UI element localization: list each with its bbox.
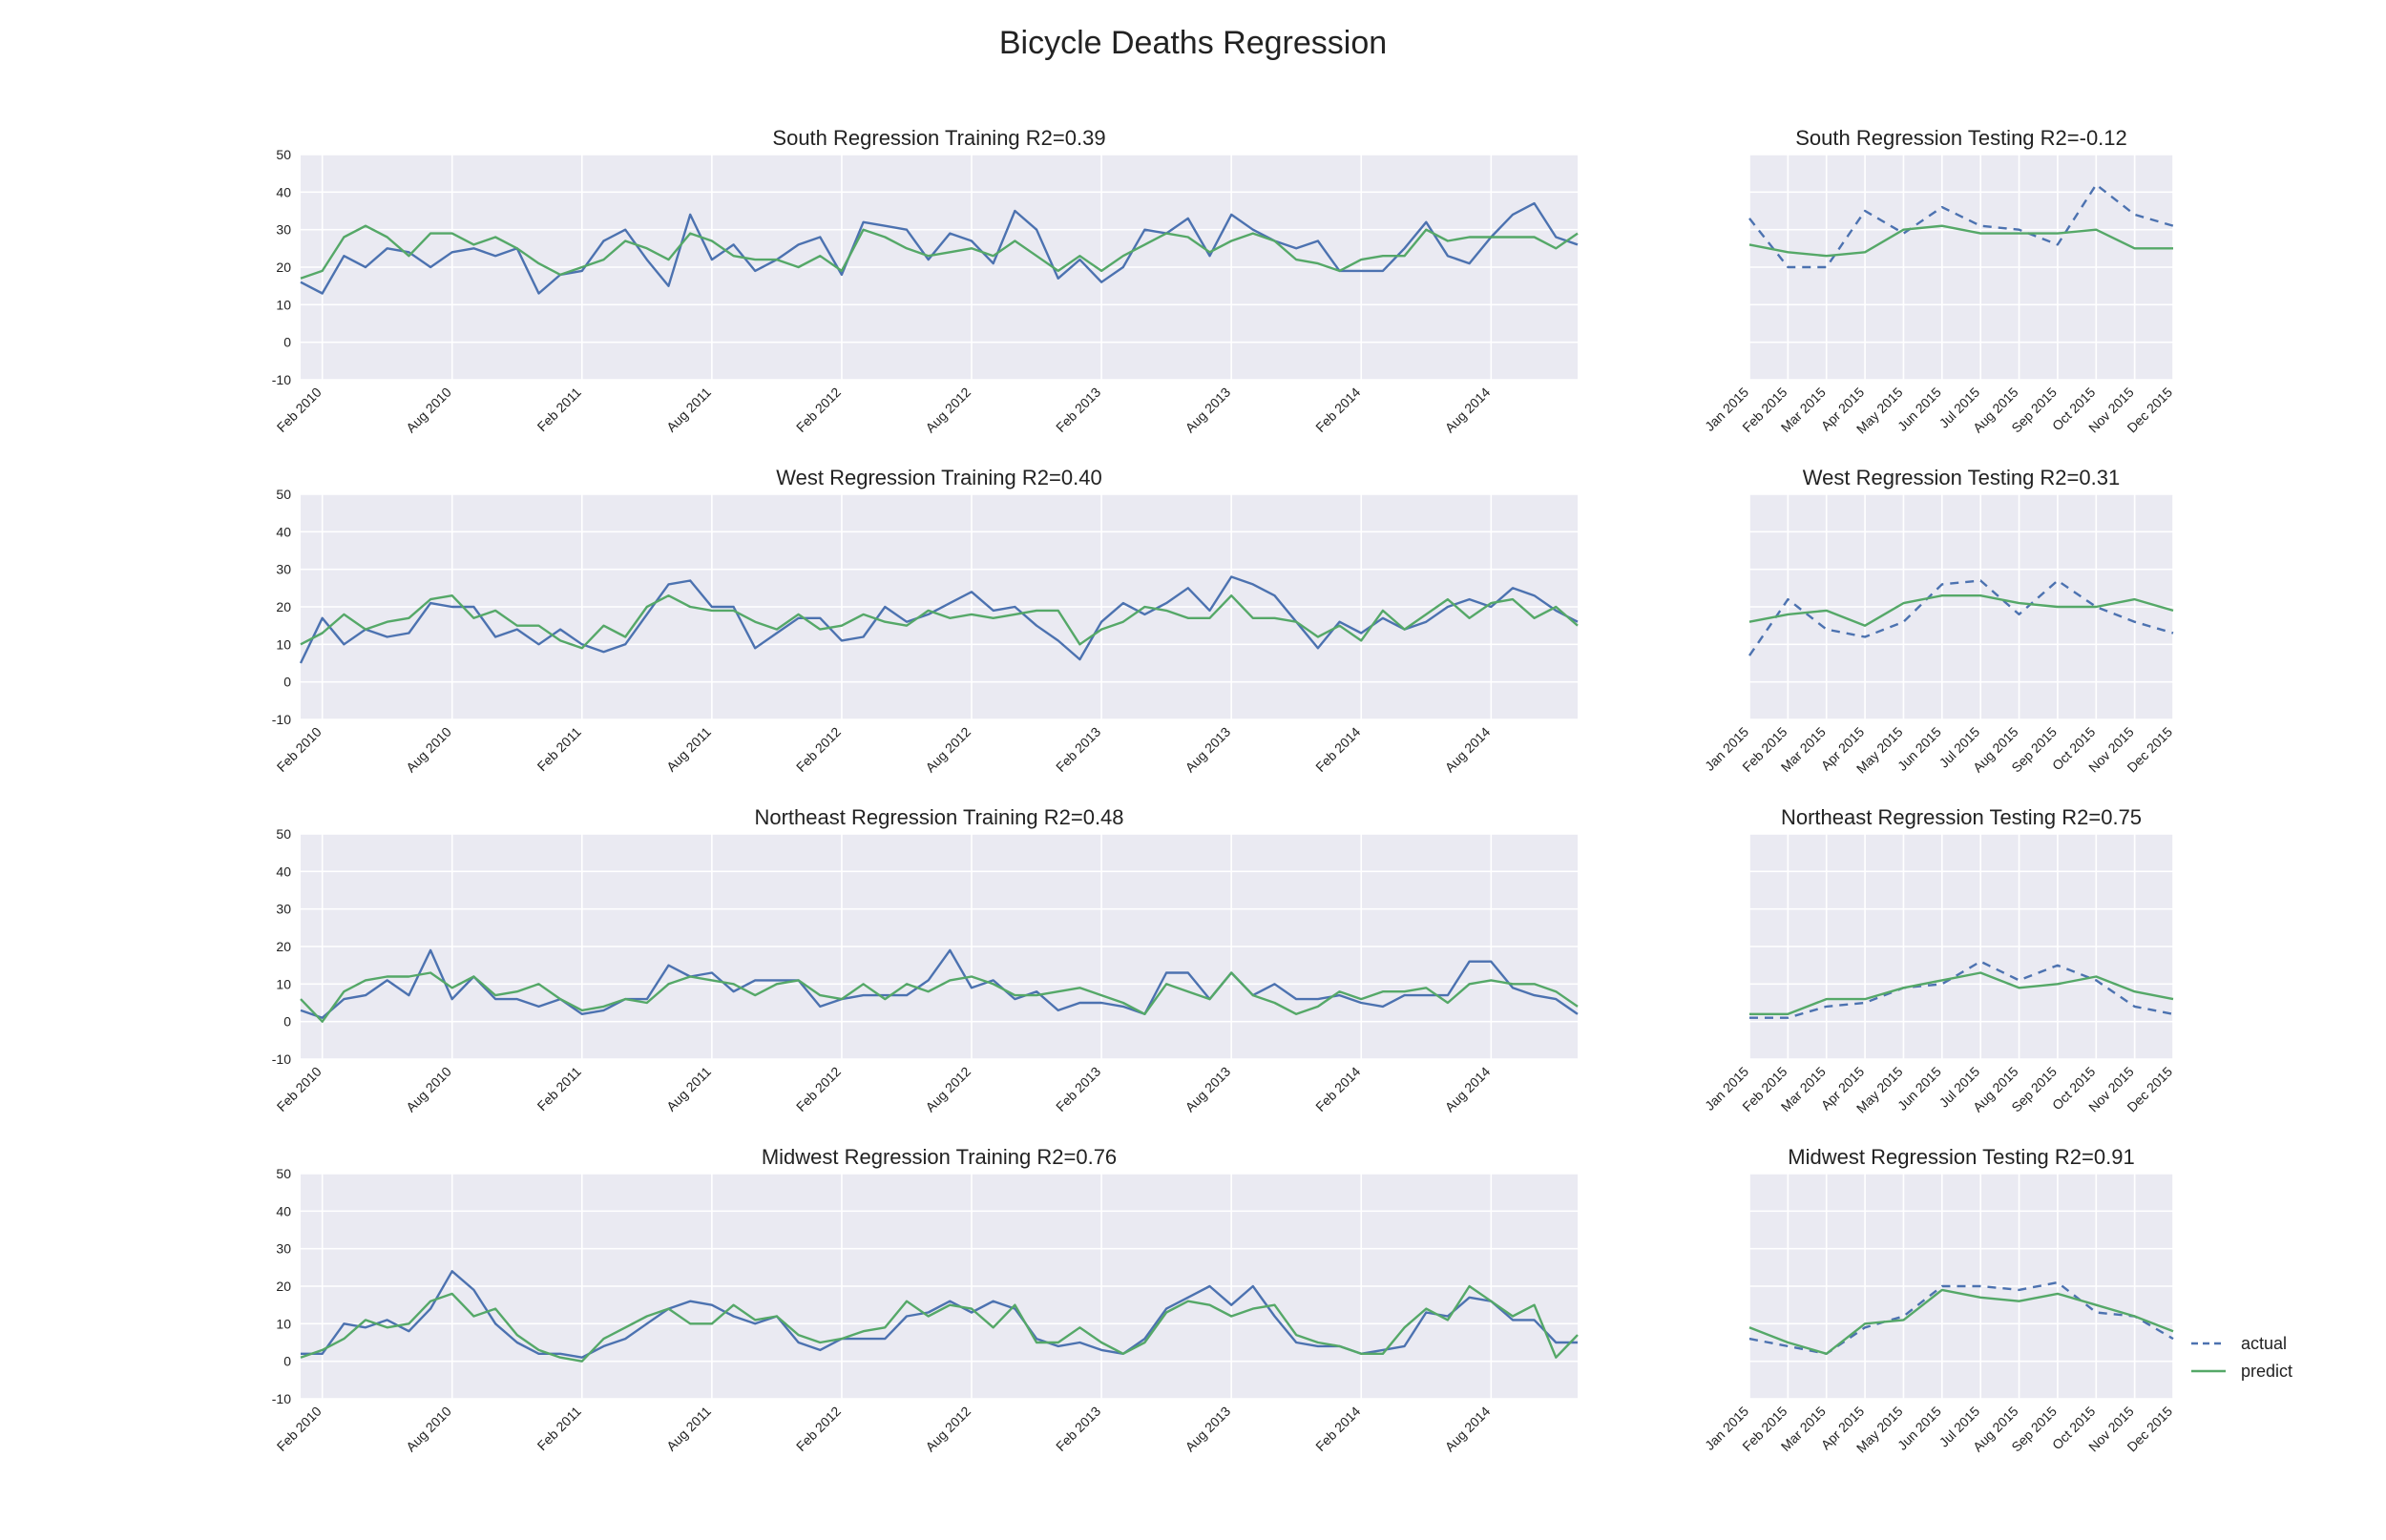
west-training-ytick-label: -10 xyxy=(272,712,291,727)
south-testing-actual-line xyxy=(1748,183,2174,269)
midwest-training-panel: Midwest Regression Training R2=0.76 -10 0 1… xyxy=(272,1145,1579,1455)
legend-label-predict: predict xyxy=(2241,1362,2292,1381)
midwest-training-ytick-label: 40 xyxy=(276,1203,291,1218)
south-training-predict-line xyxy=(300,224,1579,280)
northeast-training-ytick-label: 20 xyxy=(276,939,291,954)
midwest-training-ytick-label: 50 xyxy=(276,1166,291,1181)
northeast-training-ytick-label: 40 xyxy=(276,864,291,879)
west-training-ytick-label: 20 xyxy=(276,599,291,614)
west-training-ytick-label: 10 xyxy=(276,636,291,652)
south-testing-title: South Regression Testing R2=-0.12 xyxy=(1795,126,2127,150)
south-training-ytick-label: 50 xyxy=(276,147,291,162)
south-training-title: South Regression Training R2=0.39 xyxy=(772,126,1105,150)
south-training-ytick-label: 0 xyxy=(283,335,291,350)
northeast-training-ytick-label: -10 xyxy=(272,1051,291,1067)
south-training-actual-line xyxy=(300,201,1579,295)
south-training-ytick-label: -10 xyxy=(272,372,291,387)
midwest-testing-actual-line xyxy=(1748,1280,2174,1356)
midwest-training-ytick-label: 30 xyxy=(276,1241,291,1257)
northeast-training-ytick-label: 50 xyxy=(276,826,291,842)
south-training-ytick-label: 10 xyxy=(276,297,291,312)
west-testing-actual-line xyxy=(1748,579,2174,656)
northeast-training-ytick-label: 10 xyxy=(276,976,291,991)
figure-title: Bicycle Deaths Regression xyxy=(999,25,1387,61)
northeast-testing-predict-line xyxy=(1749,971,2174,1016)
midwest-training-ytick-label: 10 xyxy=(276,1316,291,1331)
west-testing-title: West Regression Testing R2=0.31 xyxy=(1803,466,2120,489)
south-training-ytick-label: 30 xyxy=(276,222,291,238)
northeast-testing-actual-line xyxy=(1749,960,2174,1019)
west-testing-predict-line xyxy=(1748,594,2174,627)
south-training-panel: South Regression Training R2=0.39 -10 0 10 2… xyxy=(272,126,1579,436)
west-training-ytick-label: 40 xyxy=(276,524,291,539)
west-training-ytick-label: 30 xyxy=(276,562,291,577)
northeast-training-actual-line xyxy=(300,948,1579,1019)
northeast-training-title: Northeast Regression Training R2=0.48 xyxy=(754,805,1123,829)
west-training-actual-line xyxy=(299,575,1579,664)
midwest-training-title: Midwest Regression Training R2=0.76 xyxy=(762,1145,1117,1169)
northeast-training-predict-line xyxy=(300,971,1579,1023)
legend: actual predict xyxy=(2191,1334,2292,1381)
midwest-training-ytick-label: 20 xyxy=(276,1279,291,1294)
northeast-training-ytick-label: 30 xyxy=(276,902,291,917)
northeast-testing-title: Northeast Regression Testing R2=0.75 xyxy=(1781,805,2142,829)
west-training-title: West Regression Training R2=0.40 xyxy=(776,466,1101,489)
northeast-testing-panel: Northeast Regression Testing R2=0.75Jan … xyxy=(1702,805,2175,1116)
midwest-training-ytick-label: 0 xyxy=(283,1354,291,1369)
northeast-training-ytick-label: 0 xyxy=(283,1014,291,1030)
midwest-training-ytick-label: -10 xyxy=(272,1391,291,1406)
south-training-ytick-label: 20 xyxy=(276,260,291,275)
midwest-training-predict-line xyxy=(300,1284,1579,1363)
legend-label-actual: actual xyxy=(2241,1334,2287,1353)
south-testing-predict-line xyxy=(1748,224,2173,258)
west-training-predict-line xyxy=(300,594,1579,650)
west-training-ytick-label: 0 xyxy=(283,675,291,690)
south-training-ytick-label: 40 xyxy=(276,184,291,199)
midwest-testing-predict-line xyxy=(1748,1288,2174,1356)
midwest-testing-title: Midwest Regression Testing R2=0.91 xyxy=(1788,1145,2134,1169)
west-training-ytick-label: 50 xyxy=(276,487,291,502)
